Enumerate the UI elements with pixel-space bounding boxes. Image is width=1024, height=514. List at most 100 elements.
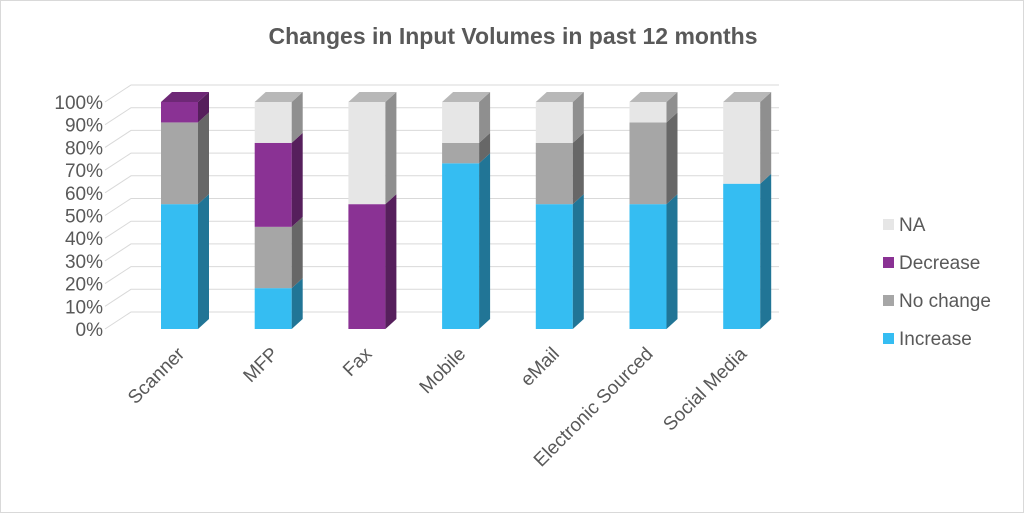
bar-segment-front <box>723 102 761 184</box>
bar-segment <box>442 153 491 329</box>
x-category-label: Mobile <box>416 344 470 398</box>
bar-segment-top <box>442 92 491 102</box>
y-tick-label: 0% <box>76 320 104 341</box>
bar-segment-front <box>723 183 761 329</box>
bar-segment-side <box>572 132 584 205</box>
bar-segment-front <box>442 142 480 164</box>
legend-item: No change <box>883 291 991 312</box>
bar-segment <box>629 194 678 329</box>
bar-segment-front <box>629 122 667 205</box>
bar-segment-front <box>629 204 667 329</box>
bar-segment <box>254 92 303 143</box>
bar-segment-side <box>479 92 491 143</box>
legend-label: Decrease <box>899 253 980 274</box>
bar-segment-side <box>760 173 772 329</box>
bar-segment-front <box>535 204 573 329</box>
y-tick-label: 10% <box>65 297 103 318</box>
legend-label: NA <box>899 215 926 236</box>
bar-segment-side <box>666 194 678 329</box>
x-category-label: MFP <box>240 344 283 387</box>
y-tick-label: 80% <box>65 138 103 159</box>
bar-segment <box>161 194 209 329</box>
gridline <box>104 84 779 103</box>
bar-segment-front <box>161 122 198 205</box>
bar-segment-side <box>198 112 209 205</box>
bar-segment-front <box>348 102 386 205</box>
bar-segment-front <box>254 288 292 329</box>
bar-segment <box>629 92 678 123</box>
y-tick-label: 60% <box>65 184 103 205</box>
bar-segment-side <box>385 194 397 329</box>
bar-segment-side <box>198 92 209 123</box>
y-tick-label: 20% <box>65 275 103 296</box>
bar-segment-side <box>666 112 678 205</box>
bar-segment-side <box>198 194 209 329</box>
y-tick-label: 90% <box>65 116 103 137</box>
bar-segment <box>723 92 772 184</box>
bar-segment <box>161 92 209 123</box>
bar-stack <box>535 92 584 329</box>
bar-segment-front <box>535 142 573 205</box>
legend-item: NA <box>883 215 926 236</box>
y-axis-ticks: 0%10%20%30%40%50%60%70%80%90%100% <box>54 93 103 341</box>
bar-segment-side <box>479 153 491 329</box>
bar-segment <box>442 92 491 143</box>
bar-segment-top <box>348 92 397 102</box>
legend-label: No change <box>899 291 991 312</box>
legend-item: Increase <box>883 329 972 350</box>
bar-segment <box>535 194 584 329</box>
bar-segment-side <box>760 92 772 184</box>
legend-swatch <box>883 333 894 344</box>
legend-swatch <box>883 295 894 306</box>
bar-segment-front <box>535 102 573 143</box>
x-category-label: Scanner <box>124 343 189 408</box>
bar-segment-front <box>254 142 292 227</box>
bar-segment-front <box>348 204 386 329</box>
legend-swatch <box>883 219 894 230</box>
bar-segment <box>629 112 678 205</box>
legend-label: Increase <box>899 329 972 350</box>
bar-stack <box>348 92 397 329</box>
bar-segment <box>348 194 397 329</box>
bar-segment-top <box>629 92 678 102</box>
legend: NA Decrease No change Increase <box>883 215 991 350</box>
bar-stack <box>723 92 772 329</box>
y-tick-label: 40% <box>65 229 103 250</box>
x-category-label: eMail <box>517 344 564 391</box>
bars <box>161 92 772 329</box>
bar-segment-side <box>479 132 491 164</box>
legend-swatch <box>883 257 894 268</box>
bar-segment-side <box>291 278 303 329</box>
x-category-label: Fax <box>339 343 377 381</box>
bar-stack <box>629 92 678 329</box>
bar-segment <box>254 216 303 289</box>
bar-segment-side <box>572 92 584 143</box>
bar-segment-top <box>254 92 303 102</box>
bar-segment-side <box>291 92 303 143</box>
bar-segment-front <box>442 163 480 329</box>
bar-stack <box>254 92 303 329</box>
y-tick-label: 50% <box>65 207 103 228</box>
bar-segment-top <box>535 92 584 102</box>
bar-segment-front <box>161 204 198 329</box>
bar-segment-top <box>723 92 772 102</box>
bar-segment-front <box>254 102 292 143</box>
bar-segment <box>348 92 397 205</box>
bar-segment <box>254 278 303 329</box>
bar-segment <box>535 132 584 205</box>
legend-item: Decrease <box>883 253 980 274</box>
bar-segment-side <box>385 92 397 205</box>
bar-stack <box>161 92 209 329</box>
y-tick-label: 70% <box>65 161 103 182</box>
bar-segment-front <box>442 102 480 143</box>
chart-title: Changes in Input Volumes in past 12 mont… <box>268 23 757 49</box>
bar-segment-front <box>161 102 198 123</box>
bar-segment-side <box>572 194 584 329</box>
bar-segment-side <box>666 92 678 123</box>
y-tick-label: 100% <box>54 93 103 114</box>
bar-segment-side <box>291 132 303 227</box>
bar-segment <box>254 132 303 227</box>
